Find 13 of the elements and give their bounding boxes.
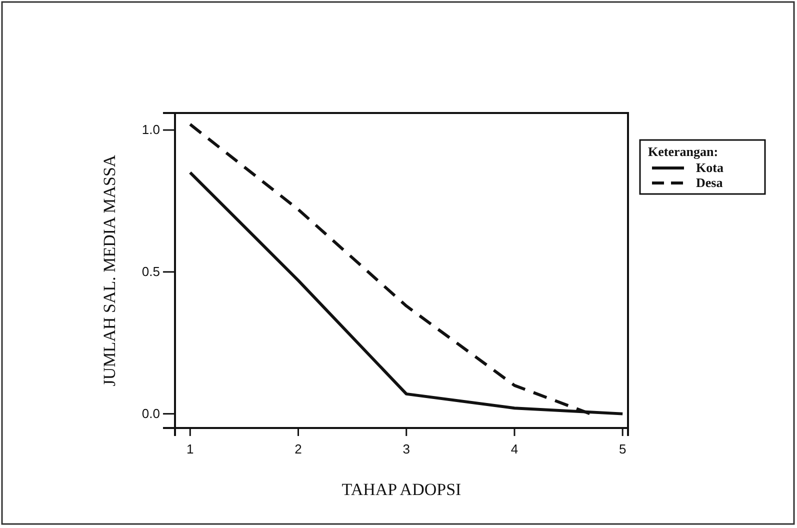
y-tick-label: 0.0 <box>142 406 160 421</box>
legend-title: Keterangan: <box>648 144 718 159</box>
y-tick-label: 0.5 <box>142 264 160 280</box>
x-tick-label: 4 <box>510 441 518 456</box>
x-tick-label: 2 <box>294 441 302 456</box>
x-axis-title: TAHAP ADOPSI <box>342 480 462 499</box>
y-tick-label: 1.0 <box>142 122 160 138</box>
x-tick-label: 5 <box>618 441 626 456</box>
x-tick-label: 1 <box>186 441 194 456</box>
legend-label: Desa <box>696 175 724 190</box>
legend-label: Kota <box>696 160 724 175</box>
x-tick-label: 3 <box>402 441 410 456</box>
y-axis-title: JUMLAH SAL. MEDIA MASSA <box>100 154 119 386</box>
